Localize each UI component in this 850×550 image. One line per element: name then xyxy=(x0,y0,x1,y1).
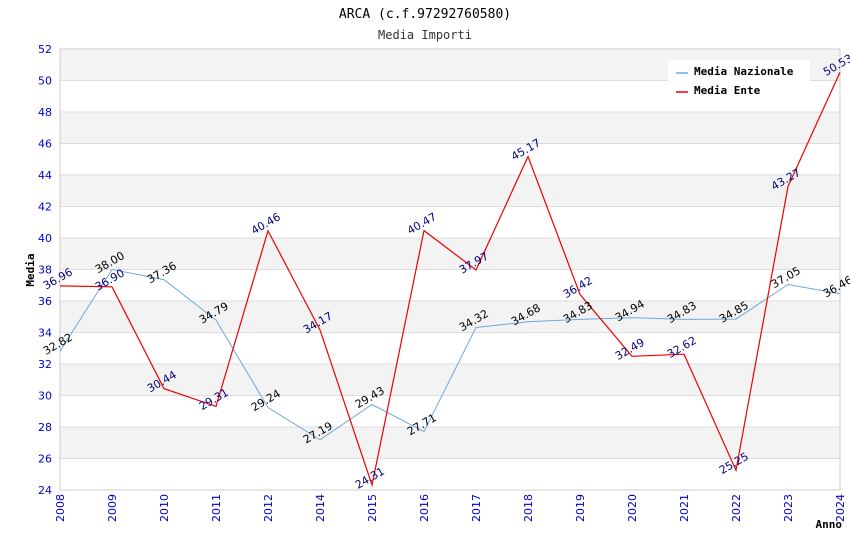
series-line-nazionale xyxy=(59,268,841,441)
y-tick-label: 34 xyxy=(38,327,52,340)
grid-bands xyxy=(60,49,840,490)
legend-box xyxy=(668,60,810,104)
x-tick-label: 2022 xyxy=(730,494,743,522)
x-tick-label: 2018 xyxy=(522,494,535,522)
y-tick-label: 52 xyxy=(38,43,52,56)
grid-band xyxy=(60,427,840,459)
y-tick-label: 40 xyxy=(38,232,52,245)
grid-band xyxy=(60,238,840,270)
x-tick-label: 2009 xyxy=(106,494,119,522)
x-tick-label: 2017 xyxy=(470,494,483,522)
series-lines xyxy=(59,71,841,488)
x-tick-label: 2024 xyxy=(834,494,847,522)
x-tick-label: 2019 xyxy=(574,494,587,522)
legend-label-ente: Media Ente xyxy=(694,84,761,97)
plot-area xyxy=(59,48,841,491)
x-axis-ticks: 2008 2009 2010 2011 2012 2014 2015 2016 2017 2018… xyxy=(54,494,847,522)
x-tick-label: 2015 xyxy=(366,494,379,522)
y-tick-label: 46 xyxy=(38,138,52,151)
series-line-ente xyxy=(59,71,841,488)
y-tick-label: 32 xyxy=(38,358,52,371)
chart-subtitle: Media Importi xyxy=(378,28,472,42)
grid-band xyxy=(60,269,840,301)
grid-band xyxy=(60,206,840,238)
grid-band xyxy=(60,332,840,364)
x-axis-label: Anno xyxy=(816,518,843,531)
x-tick-label: 2021 xyxy=(678,494,691,522)
y-tick-label: 24 xyxy=(38,484,52,497)
x-tick-label: 2016 xyxy=(418,494,431,522)
grid-band xyxy=(60,395,840,427)
legend: Media Nazionale Media Ente xyxy=(668,60,810,104)
x-tick-label: 2008 xyxy=(54,494,67,522)
y-axis-label: Media xyxy=(24,253,37,286)
legend-label-nazionale: Media Nazionale xyxy=(694,65,794,78)
x-tick-label: 2023 xyxy=(782,494,795,522)
x-tick-label: 2014 xyxy=(314,494,327,522)
y-tick-label: 48 xyxy=(38,106,52,119)
y-tick-label: 30 xyxy=(38,390,52,403)
y-tick-label: 28 xyxy=(38,421,52,434)
y-tick-label: 42 xyxy=(38,201,52,214)
x-tick-label: 2012 xyxy=(262,494,275,522)
y-tick-label: 44 xyxy=(38,169,52,182)
grid-band xyxy=(60,143,840,175)
y-tick-label: 36 xyxy=(38,295,52,308)
grid-band xyxy=(60,112,840,144)
chart-title: ARCA (c.f.97292760580) xyxy=(339,7,511,22)
y-tick-label: 50 xyxy=(38,75,52,88)
x-tick-label: 2020 xyxy=(626,494,639,522)
y-tick-label: 26 xyxy=(38,453,52,466)
x-tick-label: 2010 xyxy=(158,494,171,522)
y-axis-ticks: 24 26 28 30 32 34 36 38 40 42 44 46 48 50 52 xyxy=(38,43,52,497)
y-tick-label: 38 xyxy=(38,264,52,277)
grid-band xyxy=(60,458,840,490)
grid-band xyxy=(60,175,840,207)
grid-band xyxy=(60,301,840,333)
x-tick-label: 2011 xyxy=(210,494,223,522)
